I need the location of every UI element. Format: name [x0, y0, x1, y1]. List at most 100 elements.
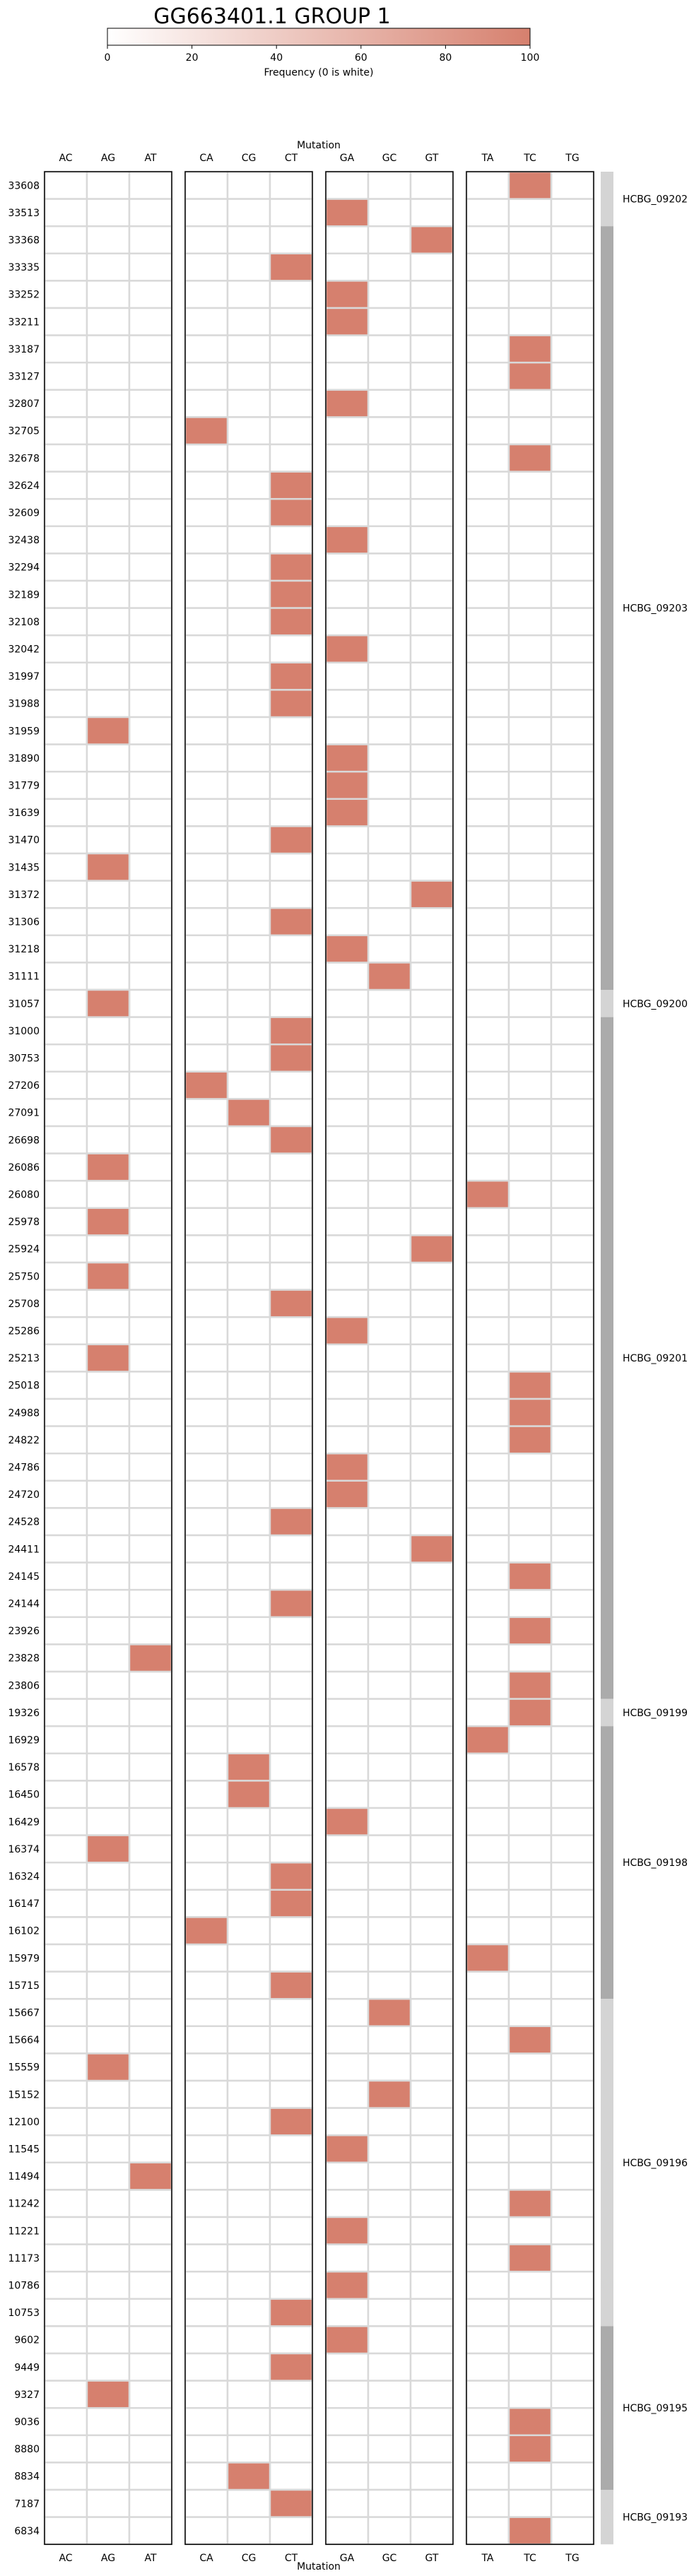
heatmap-cell [86, 1861, 131, 1891]
heatmap-cell [324, 2434, 370, 2464]
heatmap-cell [43, 1234, 88, 1264]
heatmap-cell [465, 1561, 510, 1591]
heatmap-cell-filled [269, 1125, 314, 1154]
heatmap-cell [367, 1098, 412, 1128]
heatmap-cell [367, 1916, 412, 1946]
heatmap-cell [409, 1861, 454, 1891]
heatmap-cell [550, 716, 595, 745]
heatmap-cell [226, 2243, 271, 2273]
heatmap-cell [550, 2052, 595, 2082]
heatmap-cell [86, 1971, 131, 2000]
heatmap-cell-filled [128, 1643, 173, 1673]
heatmap-cell [128, 525, 173, 555]
heatmap-cell [86, 770, 131, 800]
heatmap-cell [465, 906, 510, 937]
heatmap-cell [128, 416, 173, 446]
heatmap-cell [226, 1371, 271, 1400]
heatmap-cell [128, 852, 173, 882]
heatmap-cell [269, 1997, 314, 2028]
heatmap-cell [269, 2079, 314, 2109]
heatmap-cell [226, 2380, 271, 2409]
heatmap-cell [184, 1534, 229, 1564]
heatmap-cell [367, 1780, 412, 1809]
heatmap-cell [86, 1916, 131, 1946]
heatmap-cell [324, 2488, 370, 2518]
heatmap-cell [184, 2434, 229, 2464]
row-label: 9036 [14, 2417, 40, 2428]
heatmap-cell [86, 798, 131, 827]
heatmap-cell [367, 1398, 412, 1427]
heatmap-cell [465, 1125, 510, 1154]
heatmap-cell [465, 2107, 510, 2137]
row-label: 26086 [8, 1162, 40, 1174]
heatmap-cell [507, 1152, 553, 1182]
heatmap-cell [507, 497, 553, 528]
heatmap-cell [269, 1725, 314, 1755]
heatmap-cell-filled [226, 1752, 271, 1782]
heatmap-cell-filled [269, 689, 314, 719]
heatmap-cell [86, 579, 131, 609]
heatmap-cell [269, 716, 314, 745]
heatmap-cell [128, 934, 173, 964]
heatmap-cell [367, 2270, 412, 2300]
heatmap-cell [128, 1289, 173, 1318]
heatmap-cell [184, 2516, 229, 2546]
heatmap-cell [184, 198, 229, 228]
heatmap-cell [86, 607, 131, 637]
heatmap-cell [184, 607, 229, 637]
heatmap-cell-filled [409, 1234, 454, 1264]
heatmap-cell-filled [86, 2052, 131, 2082]
heatmap-cell [409, 1588, 454, 1619]
heatmap-cell-filled [184, 1916, 229, 1946]
heatmap-cell [409, 2462, 454, 2491]
heatmap-cell [367, 1152, 412, 1182]
heatmap-cell [184, 307, 229, 336]
heatmap-cell-filled [86, 1343, 131, 1373]
heatmap-cell [409, 1997, 454, 2028]
heatmap-cell [367, 689, 412, 719]
heatmap-cell [226, 1316, 271, 1346]
heatmap-cell [409, 361, 454, 391]
heatmap-cell [43, 1889, 88, 1918]
heatmap-cell [409, 2189, 454, 2218]
heatmap-cell [409, 2107, 454, 2137]
heatmap-cell [226, 1289, 271, 1318]
heatmap-cell [324, 2189, 370, 2218]
heatmap-cell [226, 471, 271, 500]
row-label: 31218 [8, 944, 40, 955]
heatmap-cell [507, 2134, 553, 2164]
row-label: 31111 [8, 971, 40, 983]
heatmap-cell [43, 1125, 88, 1154]
heatmap-cell [324, 2298, 370, 2327]
heatmap-cell [507, 2052, 553, 2082]
column-label-top: TG [565, 153, 579, 164]
heatmap-cell [184, 1179, 229, 1210]
heatmap-cell [550, 1752, 595, 1782]
heatmap-cell [367, 2107, 412, 2137]
heatmap-cell [550, 2270, 595, 2300]
heatmap-cell [409, 1834, 454, 1864]
heatmap-cell [226, 2189, 271, 2218]
heatmap-cell [324, 1916, 370, 1946]
heatmap-cell [324, 1616, 370, 1646]
heatmap-cell [367, 825, 412, 855]
row-label: 25924 [8, 1244, 40, 1255]
heatmap-cell [550, 1398, 595, 1427]
heatmap-cell [324, 852, 370, 882]
heatmap-cell [128, 2434, 173, 2464]
heatmap-cell [409, 988, 454, 1018]
heatmap-cell [550, 2325, 595, 2355]
heatmap-cell [226, 1261, 271, 1291]
heatmap-cell [86, 2325, 131, 2355]
heatmap-cell [465, 1479, 510, 1509]
column-label-top: GC [382, 153, 397, 164]
heatmap-cell [43, 1561, 88, 1591]
heatmap-cell [465, 1425, 510, 1455]
row-group-bar [601, 1698, 613, 1727]
heatmap-cell [43, 1725, 88, 1755]
heatmap-cell [184, 2406, 229, 2437]
heatmap-cell-filled [324, 770, 370, 800]
heatmap-cell-filled [465, 1179, 510, 1210]
heatmap-cell [367, 2434, 412, 2464]
heatmap-cell [324, 607, 370, 637]
